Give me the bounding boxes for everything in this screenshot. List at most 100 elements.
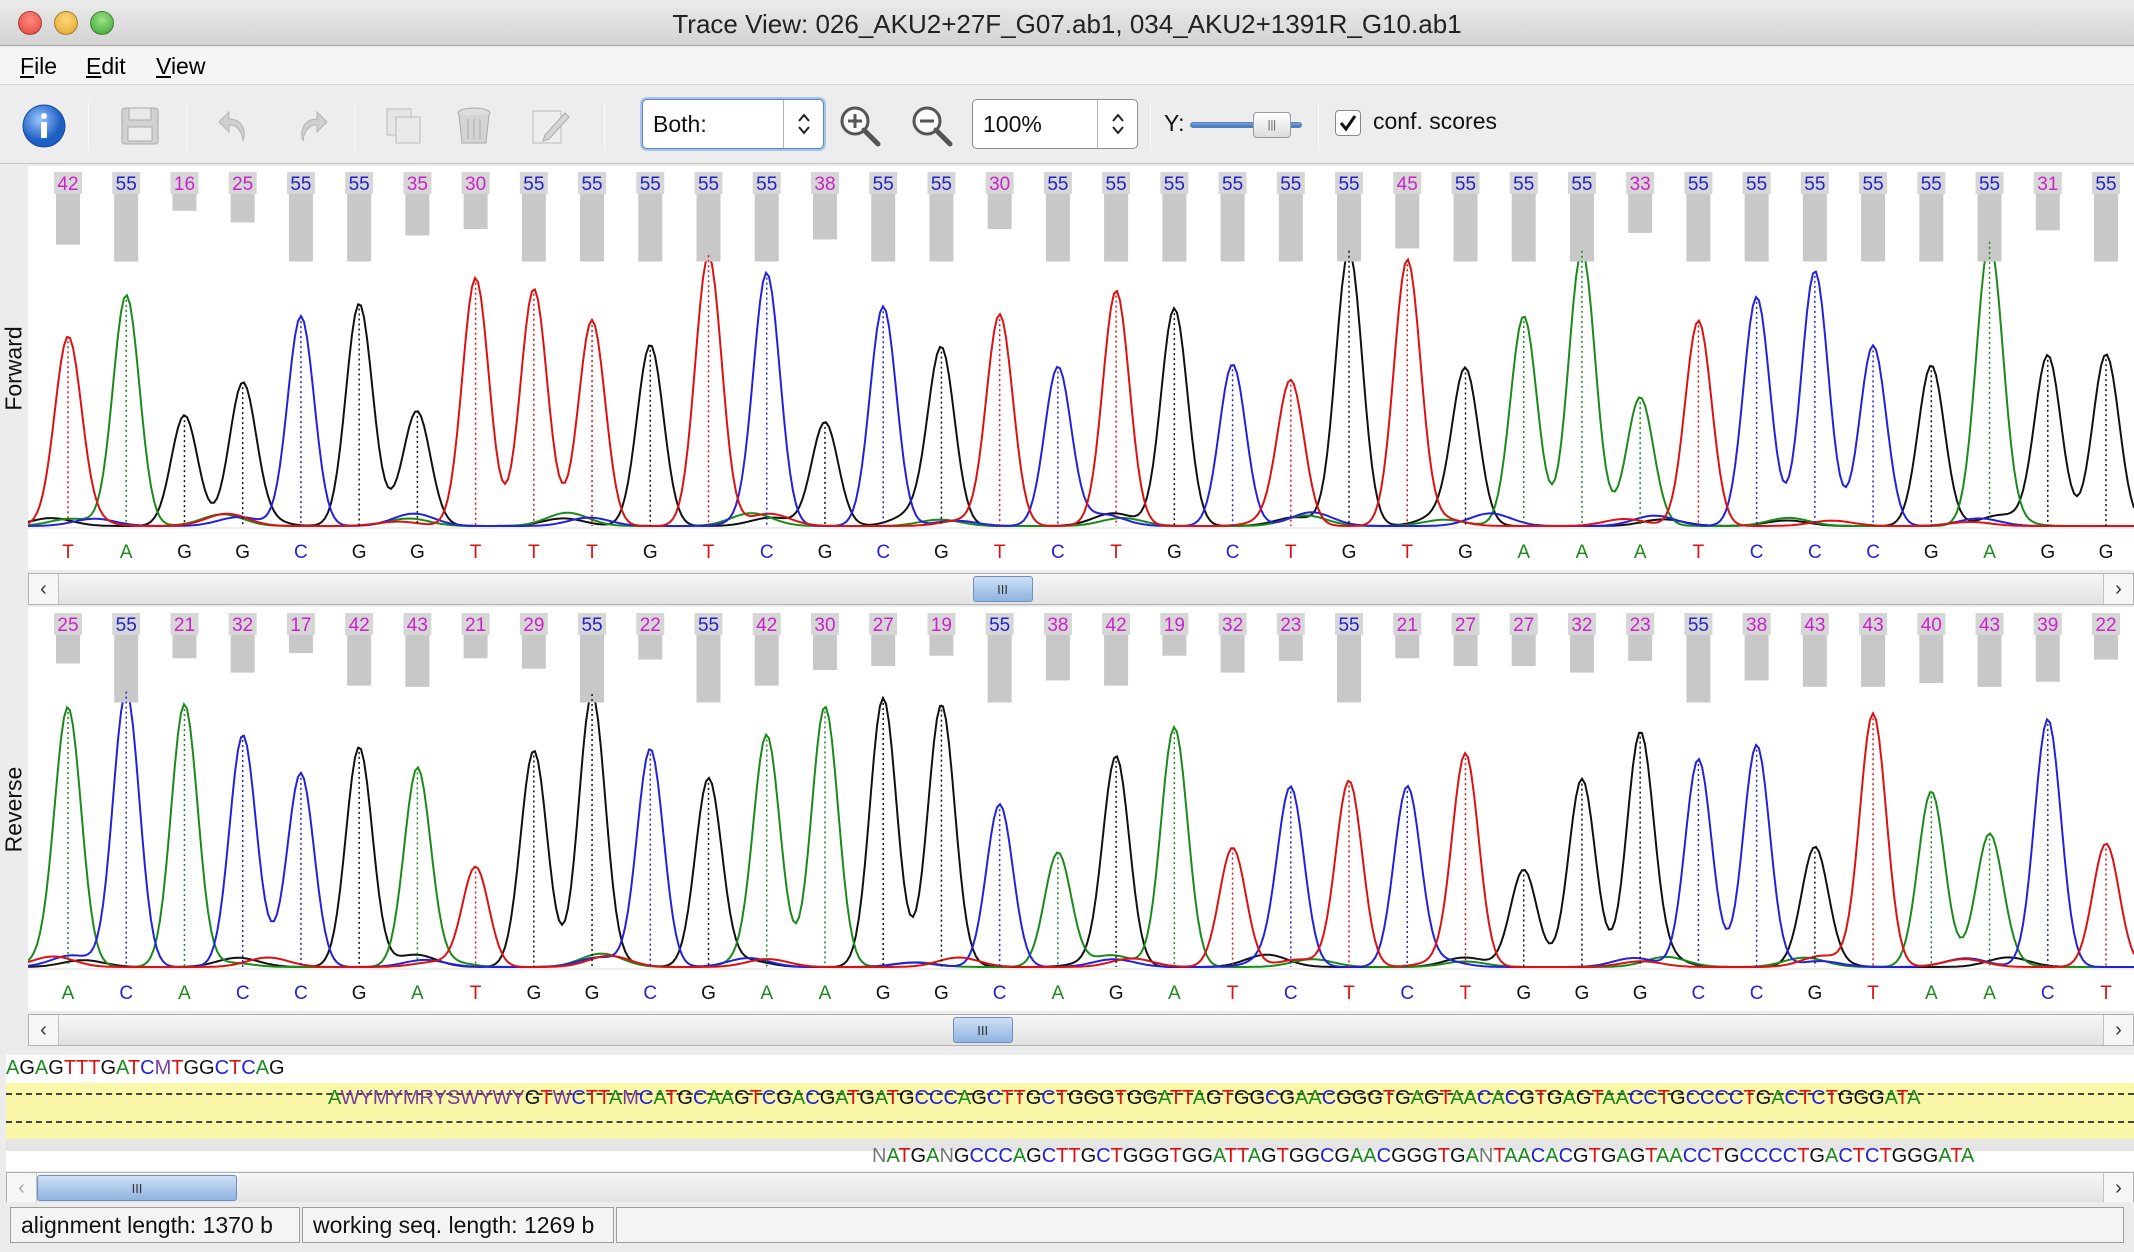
sequence-base: A bbox=[1907, 1087, 1921, 1109]
scroll-right-icon[interactable]: › bbox=[2103, 574, 2133, 604]
sequence-base: C bbox=[761, 1087, 777, 1109]
base-call: C bbox=[119, 983, 133, 1004]
sequence-base: G bbox=[1629, 1145, 1646, 1167]
close-window-button[interactable] bbox=[18, 11, 42, 35]
conf-score-label-bg bbox=[2092, 613, 2120, 635]
sequence-base: G bbox=[1670, 1087, 1686, 1109]
alignment-scroll-thumb[interactable]: III bbox=[37, 1175, 237, 1201]
zoom-out-button[interactable] bbox=[906, 100, 958, 152]
conf-score-bar bbox=[1162, 631, 1187, 656]
alignment-scrollbar[interactable]: ‹ III › bbox=[6, 1172, 2134, 1204]
sequence-base: T bbox=[1437, 1145, 1450, 1167]
menu-file[interactable]: File bbox=[20, 53, 58, 79]
y-scale-slider[interactable]: ||| bbox=[1190, 112, 1302, 138]
scroll-left-icon[interactable]: ‹ bbox=[29, 1015, 59, 1045]
conf-scores-checkbox[interactable] bbox=[1335, 110, 1361, 136]
sequence-base: Y bbox=[511, 1087, 525, 1109]
sequence-base: G bbox=[1197, 1145, 1213, 1167]
sequence-base: G bbox=[819, 1087, 836, 1109]
conf-score-label-bg bbox=[1393, 613, 1422, 635]
base-call: T bbox=[470, 983, 482, 1004]
sequence-base: G bbox=[1279, 1087, 1296, 1109]
sequence-base: C bbox=[1041, 1145, 1057, 1167]
sequence-base: G bbox=[1519, 1087, 1535, 1109]
sequence-base: M bbox=[622, 1087, 639, 1109]
conf-score-label: 43 bbox=[1979, 615, 2000, 636]
sequence-base: G bbox=[1755, 1087, 1772, 1109]
trace-curve-A bbox=[28, 701, 2134, 968]
reverse-trace-panel[interactable]: 25 A 55 C 21 A 32 C 17 C 42 G 43 A 21 T 29 G 55 G 22 C 55 G 42 A 3… bbox=[28, 607, 2134, 1011]
conf-score-label: 25 bbox=[57, 615, 78, 636]
reverse-scroll-thumb[interactable]: III bbox=[952, 1017, 1013, 1043]
conf-score-label-bg bbox=[2033, 172, 2062, 194]
conf-score-label: 55 bbox=[116, 615, 137, 636]
save-button[interactable] bbox=[114, 100, 166, 152]
alignment-length-status: alignment length: 1370 b bbox=[10, 1207, 300, 1243]
scroll-right-icon[interactable]: › bbox=[2103, 1173, 2133, 1203]
conf-score-label: 55 bbox=[1455, 174, 1476, 195]
base-call: C bbox=[1051, 542, 1065, 563]
sequence-base: G bbox=[677, 1087, 693, 1109]
conf-score-bar bbox=[56, 190, 80, 245]
conf-score-label: 55 bbox=[349, 174, 370, 195]
scroll-left-icon[interactable]: ‹ bbox=[29, 574, 59, 604]
sequence-base: A bbox=[835, 1087, 848, 1109]
menu-bar: File Edit View bbox=[0, 47, 2134, 85]
conf-score-bar bbox=[1511, 190, 1536, 262]
conf-score-label: 55 bbox=[1804, 174, 1825, 195]
zoom-window-button[interactable] bbox=[90, 11, 114, 35]
edit-button[interactable] bbox=[524, 100, 576, 152]
base-call: A bbox=[62, 983, 75, 1004]
sequence-base: C bbox=[214, 1057, 230, 1079]
base-call: G bbox=[352, 983, 367, 1004]
menu-edit[interactable]: Edit bbox=[86, 53, 126, 79]
strand-select[interactable]: Both: bbox=[642, 99, 824, 149]
trace-curve-G bbox=[28, 691, 2134, 968]
sequence-base: A bbox=[1884, 1087, 1897, 1109]
zoom-select[interactable]: 100% bbox=[972, 99, 1138, 149]
conf-score-bar bbox=[1453, 190, 1478, 262]
undo-button[interactable] bbox=[210, 100, 262, 152]
forward-trace-panel[interactable]: 42 T 55 A 16 G 25 G 55 C 55 G 35 G 30 T 55 T 55 T 55 G 55 T 55 C 3… bbox=[28, 166, 2134, 570]
conf-scores-label: conf. scores bbox=[1373, 108, 1497, 134]
sequence-base: G bbox=[859, 1087, 875, 1109]
conf-score-label-bg bbox=[2033, 613, 2062, 635]
zoom-in-button[interactable] bbox=[834, 100, 886, 152]
base-call: T bbox=[2100, 983, 2112, 1004]
alignment-view[interactable]: AGAGTTTGATCMTGGCTCAG AWYMYMRYSWYWYGTWCTT… bbox=[6, 1055, 2134, 1171]
sequence-base: G bbox=[1422, 1145, 1438, 1167]
conf-score-label: 42 bbox=[756, 615, 777, 636]
copy-button[interactable] bbox=[378, 100, 430, 152]
base-call: G bbox=[876, 983, 891, 1004]
sequence-base: G bbox=[1181, 1145, 1198, 1167]
menu-view[interactable]: View bbox=[156, 53, 206, 79]
sequence-base: C bbox=[1700, 1087, 1715, 1109]
conf-score-label-bg bbox=[869, 172, 898, 194]
redo-button[interactable] bbox=[284, 100, 336, 152]
sequence-base: A bbox=[1616, 1145, 1630, 1167]
conf-score-bar bbox=[1977, 631, 2002, 687]
sequence-base: A bbox=[707, 1087, 721, 1109]
forward-scroll-thumb[interactable]: III bbox=[972, 576, 1033, 602]
scroll-left-icon[interactable]: ‹ bbox=[7, 1173, 37, 1203]
forward-scrollbar[interactable]: ‹ III › bbox=[28, 573, 2134, 605]
reverse-scrollbar[interactable]: ‹ III › bbox=[28, 1014, 2134, 1046]
delete-button[interactable] bbox=[448, 100, 500, 152]
minimize-window-button[interactable] bbox=[54, 11, 78, 35]
sequence-base: G bbox=[776, 1087, 792, 1109]
conf-score-label-bg bbox=[286, 172, 315, 194]
info-button[interactable] bbox=[18, 100, 70, 152]
sequence-base: G bbox=[19, 1057, 35, 1079]
scroll-right-icon[interactable]: › bbox=[2103, 1015, 2133, 1045]
base-call: G bbox=[1924, 542, 1939, 563]
title-bar: Trace View: 026_AKU2+27F_G07.ab1, 034_AK… bbox=[0, 0, 2134, 46]
y-scale-slider-thumb[interactable]: ||| bbox=[1252, 112, 1291, 138]
sequence-base: G bbox=[1288, 1145, 1305, 1167]
conf-score-label: 55 bbox=[1688, 615, 1709, 636]
base-call: T bbox=[1110, 542, 1122, 563]
conf-score-label: 43 bbox=[1863, 615, 1884, 636]
conf-score-label-bg bbox=[1102, 613, 1131, 635]
conf-score-bar bbox=[288, 190, 313, 262]
sequence-base: T bbox=[1236, 1145, 1248, 1167]
sequence-base: A bbox=[1824, 1145, 1839, 1167]
